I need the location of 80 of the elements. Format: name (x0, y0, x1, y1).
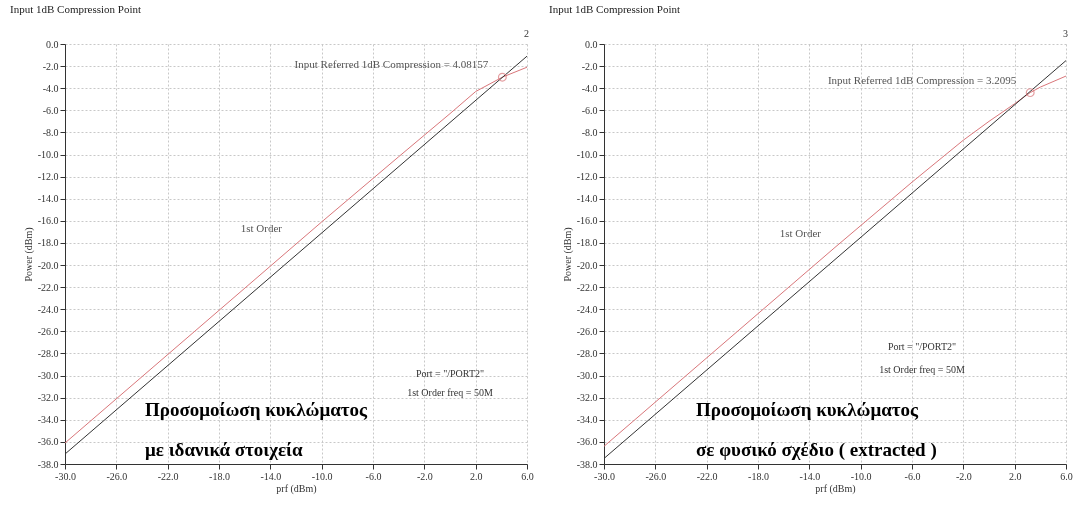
y-axis-title: Power (dBm) (561, 227, 574, 282)
annotation: Προσομοίωση κυκλώματος (696, 399, 920, 420)
y-tick-label: -36.0 (576, 436, 598, 448)
chart-title: Input 1dB Compression Point (10, 3, 142, 15)
x-tick-label: 2.0 (469, 470, 483, 482)
y-tick-label: -34.0 (576, 414, 598, 426)
x-axis-title: prf (dBm) (276, 482, 317, 495)
x-tick-label: -6.0 (904, 470, 921, 482)
x-tick-label: -2.0 (416, 470, 433, 482)
annotation: 1st Order freq = 50M (407, 387, 493, 398)
annotation: 1st Order freq = 50M (879, 364, 965, 375)
y-tick-label: -2.0 (581, 60, 598, 72)
annotation: με ιδανικά στοιχεία (145, 439, 303, 460)
x-tick-label: 6.0 (521, 470, 534, 482)
y-tick-label: -14.0 (576, 193, 598, 205)
y-tick-label: -12.0 (576, 171, 598, 183)
y-tick-label: -34.0 (37, 414, 59, 426)
annotation: Port = "/PORT2" (887, 341, 957, 352)
y-tick-label: -6.0 (581, 104, 598, 116)
y-tick-label: -12.0 (37, 171, 59, 183)
y-tick-label: -10.0 (37, 149, 59, 161)
x-tick-label: -18.0 (748, 470, 769, 482)
annotation: 1st Order (240, 222, 283, 235)
y-tick-label: -18.0 (37, 237, 59, 249)
y-tick-label: -22.0 (37, 281, 59, 293)
annotation: Input Referred 1dB Compression = 4.08157 (294, 58, 489, 71)
x-tick-label: 6.0 (1060, 470, 1073, 482)
x-tick-label: -10.0 (850, 470, 872, 482)
y-tick-label: -28.0 (37, 347, 59, 359)
x-tick-label: 2.0 (1008, 470, 1022, 482)
annotation: σε φυσικό σχέδιο ( extracted ) (696, 439, 937, 461)
annotation: Input Referred 1dB Compression = 3.2095 (827, 73, 1017, 86)
annotation: Port = "/PORT2" (415, 368, 485, 379)
x-tick-label: -30.0 (594, 470, 615, 482)
x-tick-label: -6.0 (365, 470, 382, 482)
y-tick-label: -8.0 (581, 126, 598, 138)
y-tick-label: -38.0 (37, 458, 59, 470)
x-axis-title: prf (dBm) (815, 482, 856, 495)
y-tick-label: -38.0 (576, 458, 598, 470)
y-tick-label: -16.0 (37, 215, 59, 227)
x-tick-label: -26.0 (645, 470, 667, 482)
y-tick-label: -26.0 (37, 325, 59, 337)
x-tick-label: -18.0 (209, 470, 230, 482)
annotation: 1st Order (779, 226, 822, 239)
text: 3 (1063, 28, 1068, 39)
chart-title: Input 1dB Compression Point (549, 3, 681, 15)
y-tick-label: -24.0 (576, 303, 598, 315)
y-tick-label: -2.0 (42, 60, 59, 72)
y-axis-title: Power (dBm) (22, 227, 35, 282)
y-tick-label: -16.0 (576, 215, 598, 227)
y-tick-label: -32.0 (576, 392, 598, 404)
y-tick-label: -26.0 (576, 325, 598, 337)
y-tick-label: -22.0 (576, 281, 598, 293)
x-tick-label: -26.0 (106, 470, 128, 482)
y-tick-label: -30.0 (37, 370, 59, 382)
text: 2 (524, 28, 529, 39)
y-tick-label: 0.0 (585, 38, 598, 50)
x-tick-label: -22.0 (157, 470, 179, 482)
y-tick-label: -14.0 (37, 193, 59, 205)
y-tick-label: -8.0 (42, 126, 59, 138)
y-tick-label: -6.0 (42, 104, 59, 116)
y-tick-label: -30.0 (576, 370, 598, 382)
y-tick-label: -24.0 (37, 303, 59, 315)
y-tick-label: -4.0 (581, 82, 598, 94)
y-tick-label: -10.0 (576, 149, 598, 161)
x-tick-label: -14.0 (799, 470, 821, 482)
y-tick-label: -20.0 (576, 259, 598, 271)
y-tick-label: -4.0 (42, 82, 59, 94)
x-tick-label: -22.0 (696, 470, 718, 482)
y-tick-label: 0.0 (46, 38, 59, 50)
annotation: Προσομοίωση κυκλώματος (145, 399, 369, 420)
y-tick-label: -18.0 (576, 237, 598, 249)
x-tick-label: -30.0 (55, 470, 76, 482)
x-tick-label: -10.0 (311, 470, 333, 482)
y-tick-label: -28.0 (576, 347, 598, 359)
y-tick-label: -20.0 (37, 259, 59, 271)
x-tick-label: -2.0 (955, 470, 972, 482)
x-tick-label: -14.0 (260, 470, 282, 482)
y-tick-label: -36.0 (37, 436, 59, 448)
y-tick-label: -32.0 (37, 392, 59, 404)
